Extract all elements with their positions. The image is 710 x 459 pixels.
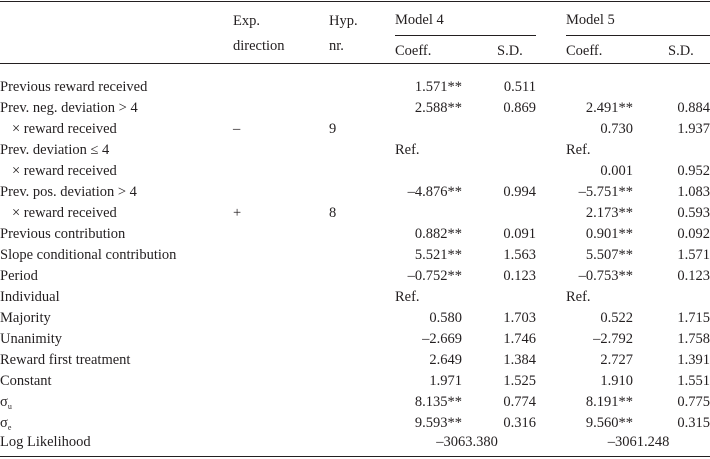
row-model5-coeff: Ref. xyxy=(566,289,591,305)
row-model4-sd: 0.123 xyxy=(503,268,536,284)
row-label: Previous reward received xyxy=(0,79,148,95)
row-model4-coeff: Ref. xyxy=(395,142,420,158)
row-model5-sd: 0.315 xyxy=(677,415,710,431)
sigma-subscript: u xyxy=(7,402,12,411)
row-model5-coeff: 1.910 xyxy=(600,373,633,389)
hyp-nr-header-line1: Hyp. xyxy=(329,13,358,29)
row-model4-coeff: 5.521** xyxy=(414,247,462,263)
row-label: Period xyxy=(0,268,38,284)
row-model5-coeff: 8.191** xyxy=(585,394,633,410)
row-model5-sd: 0.123 xyxy=(677,268,710,284)
row-hyp-nr: 8 xyxy=(329,205,337,221)
model5-sd-header: S.D. xyxy=(668,43,694,59)
row-model5-coeff: 0.730 xyxy=(600,121,633,137)
row-model5-coeff: –5.751** xyxy=(578,184,633,200)
row-model4-sd: 0.994 xyxy=(503,184,536,200)
row-model4-sd: 0.511 xyxy=(503,79,536,95)
row-model4-coeff: –4.876** xyxy=(407,184,462,200)
row-label: Reward first treatment xyxy=(0,352,131,368)
row-model4-coeff: Ref. xyxy=(395,289,420,305)
row-exp-direction: + xyxy=(233,205,242,221)
row-model5-coeff: –2.792 xyxy=(593,331,633,347)
row-label: σe xyxy=(0,415,12,432)
exp-direction-header-line2: direction xyxy=(233,38,285,54)
row-model5-sd: 1.391 xyxy=(677,352,710,368)
row-model4-sd: 0.091 xyxy=(503,226,536,242)
row-label: Unanimity xyxy=(0,331,63,347)
sigma-subscript: e xyxy=(7,423,12,432)
row-model4-sd: 1.384 xyxy=(503,352,536,368)
row-label: σu xyxy=(0,394,12,411)
row-model5-coeff: 2.173** xyxy=(585,205,633,221)
row-model5-coeff: –0.753** xyxy=(578,268,633,284)
row-model4-sd: 0.869 xyxy=(503,100,536,116)
row-model4-coeff: 9.593** xyxy=(414,415,462,431)
row-model4-sd: 0.774 xyxy=(503,394,536,410)
row-label: Prev. pos. deviation > 4 xyxy=(0,184,137,200)
model5-header: Model 5 xyxy=(566,12,615,28)
row-model5-sd: 1.937 xyxy=(677,121,710,137)
bottom-rule xyxy=(0,456,710,458)
model4-rule xyxy=(395,35,536,36)
row-model4-sd: 1.703 xyxy=(503,310,536,326)
row-label: Slope conditional contribution xyxy=(0,247,177,263)
row-label: Constant xyxy=(0,373,52,389)
row-model5-sd: 0.952 xyxy=(677,163,710,179)
row-label: × reward received xyxy=(12,163,117,179)
model5-rule xyxy=(566,35,710,36)
row-model4-coeff: 2.649 xyxy=(429,352,462,368)
row-label: Majority xyxy=(0,310,51,326)
row-model5-sd: 0.884 xyxy=(677,100,710,116)
row-model4-coeff: 0.580 xyxy=(429,310,462,326)
row-model5-coeff: 9.560** xyxy=(585,415,633,431)
row-model5-coeff: 0.001 xyxy=(600,163,633,179)
row-model5-sd: 1.758 xyxy=(677,331,710,347)
model4-coeff-header: Coeff. xyxy=(395,43,432,59)
row-model4-coeff: 1.971 xyxy=(429,373,462,389)
row-model5-sd: 1.083 xyxy=(677,184,710,200)
loglik-model5: –3061.248 xyxy=(607,434,670,450)
row-model5-coeff: 2.491** xyxy=(585,100,633,116)
row-model5-sd: 1.571 xyxy=(677,247,710,263)
model4-sd-header: S.D. xyxy=(497,43,523,59)
row-label: Previous contribution xyxy=(0,226,126,242)
row-model5-sd: 0.775 xyxy=(677,394,710,410)
row-model4-sd: 1.746 xyxy=(503,331,536,347)
exp-direction-header-line1: Exp. xyxy=(233,13,260,29)
model4-header: Model 4 xyxy=(395,12,444,28)
row-label: Individual xyxy=(0,289,60,305)
row-label: Prev. neg. deviation > 4 xyxy=(0,100,138,116)
hyp-nr-header-line2: nr. xyxy=(329,38,344,54)
row-model5-coeff: 0.522 xyxy=(600,310,633,326)
row-model4-sd: 1.563 xyxy=(503,247,536,263)
row-model4-coeff: –0.752** xyxy=(407,268,462,284)
row-model5-coeff: 5.507** xyxy=(585,247,633,263)
row-model4-coeff: 2.588** xyxy=(414,100,462,116)
row-model4-coeff: 1.571** xyxy=(414,79,462,95)
top-rule xyxy=(0,1,710,3)
row-model5-sd: 1.715 xyxy=(677,310,710,326)
row-model4-coeff: 0.882** xyxy=(414,226,462,242)
row-model5-sd: 0.092 xyxy=(677,226,710,242)
row-exp-direction: – xyxy=(233,121,241,137)
row-model4-coeff: –2.669 xyxy=(422,331,462,347)
loglik-model4: –3063.380 xyxy=(436,434,498,450)
row-model5-coeff: Ref. xyxy=(566,142,591,158)
row-label: Prev. deviation ≤ 4 xyxy=(0,142,110,158)
row-model5-sd: 0.593 xyxy=(677,205,710,221)
row-model4-sd: 1.525 xyxy=(503,373,536,389)
loglik-label: Log Likelihood xyxy=(0,434,91,450)
header-rule xyxy=(0,63,710,64)
row-model4-coeff: 8.135** xyxy=(414,394,462,410)
row-hyp-nr: 9 xyxy=(329,121,337,137)
row-label: × reward received xyxy=(12,205,117,221)
row-model5-sd: 1.551 xyxy=(677,373,710,389)
model5-coeff-header: Coeff. xyxy=(566,43,603,59)
row-model5-coeff: 2.727 xyxy=(600,352,633,368)
row-model5-coeff: 0.901** xyxy=(585,226,633,242)
row-model4-sd: 0.316 xyxy=(503,415,536,431)
row-label: × reward received xyxy=(12,121,117,137)
